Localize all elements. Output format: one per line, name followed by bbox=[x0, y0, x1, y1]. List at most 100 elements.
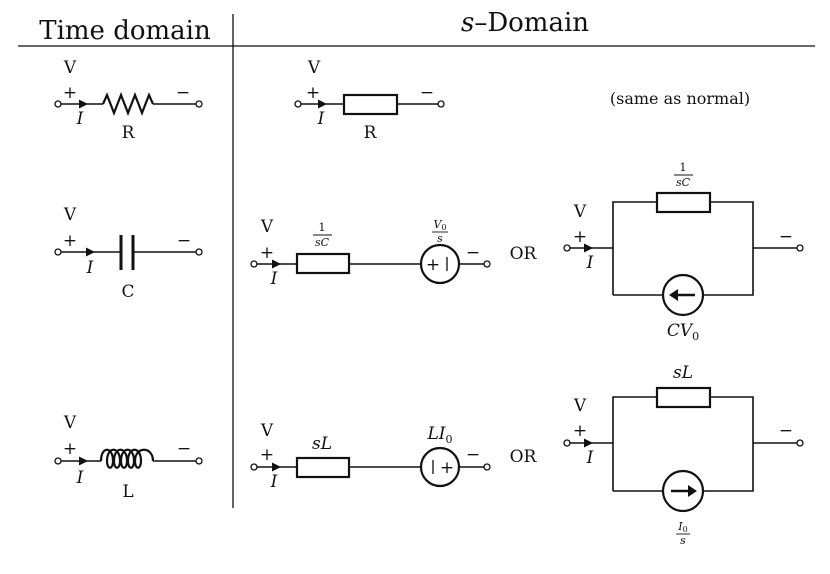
current-arrow bbox=[584, 243, 593, 253]
time-inductor-circuit: V + − I L bbox=[54, 413, 203, 502]
terminal-left bbox=[54, 248, 62, 256]
source-arrow-left bbox=[669, 289, 678, 301]
cv0-sub: 0 bbox=[692, 330, 699, 343]
cv0-main: CV bbox=[667, 321, 694, 341]
terminal-right bbox=[483, 260, 491, 268]
minus-label: − bbox=[176, 83, 190, 103]
s-domain-header: s–Domain bbox=[461, 8, 589, 38]
current-arrow bbox=[79, 456, 88, 466]
v-label: V bbox=[573, 396, 587, 416]
c-label: C bbox=[121, 282, 134, 302]
s-capacitor-parallel-circuit: V + − 1 sC CV0 I bbox=[563, 161, 804, 343]
v-label: V bbox=[63, 413, 77, 433]
minus-label: − bbox=[420, 83, 434, 103]
impedance-box bbox=[655, 386, 712, 409]
terminal-left bbox=[563, 439, 571, 447]
time-domain-header: Time domain bbox=[39, 16, 211, 46]
li0-main: LI bbox=[426, 424, 445, 444]
i0-sub: 0 bbox=[683, 525, 688, 534]
s-capacitor-series-circuit: V + − 1 sC + V0 s I OR bbox=[250, 217, 538, 289]
plus-label: + bbox=[306, 83, 320, 103]
resistor-box bbox=[342, 93, 399, 116]
i0-main: I bbox=[677, 520, 683, 533]
i-label: I bbox=[76, 468, 84, 488]
terminal-left bbox=[294, 100, 302, 108]
terminal-right bbox=[796, 244, 804, 252]
terminal-right bbox=[195, 100, 203, 108]
i-label: I bbox=[586, 253, 594, 273]
fraction-numerator: 1 bbox=[319, 221, 326, 234]
i-label: I bbox=[586, 448, 594, 468]
current-arrow bbox=[79, 99, 88, 109]
or-label: OR bbox=[510, 244, 538, 264]
plus-label: + bbox=[260, 445, 274, 465]
v0-sub: 0 bbox=[441, 223, 446, 232]
v-label: V bbox=[307, 58, 321, 78]
i-label: I bbox=[270, 472, 278, 492]
s-domain-s: s bbox=[461, 8, 474, 38]
terminal-left bbox=[250, 260, 258, 268]
minus-label: − bbox=[466, 243, 480, 263]
plus-label: + bbox=[63, 83, 77, 103]
source-denominator: s bbox=[437, 232, 443, 245]
current-arrow bbox=[318, 99, 327, 109]
terminal-left bbox=[54, 100, 62, 108]
plus-label: + bbox=[63, 231, 77, 251]
v-label: V bbox=[260, 217, 274, 237]
cv0-label: CV0 bbox=[667, 321, 699, 343]
fraction-numerator: 1 bbox=[680, 161, 687, 174]
sl-label: sL bbox=[312, 434, 332, 454]
i0-denominator: s bbox=[680, 534, 686, 547]
plus-label: + bbox=[573, 227, 587, 247]
li0-sub: 0 bbox=[446, 433, 453, 446]
terminal-right bbox=[796, 439, 804, 447]
fraction-denominator: sC bbox=[315, 236, 330, 249]
terminal-right bbox=[195, 457, 203, 465]
voltage-source-circle bbox=[419, 243, 461, 285]
minus-label: − bbox=[177, 231, 191, 251]
terminal-right bbox=[437, 100, 445, 108]
s-inductor-series-circuit: V + − sL + LI0 I OR bbox=[250, 421, 538, 492]
current-arrow bbox=[86, 247, 95, 257]
r-label: R bbox=[364, 123, 378, 143]
time-capacitor-circuit: V + − I C bbox=[54, 205, 203, 302]
i-label: I bbox=[317, 109, 325, 129]
terminal-right bbox=[483, 463, 491, 471]
current-arrow bbox=[584, 438, 593, 448]
v-label: V bbox=[63, 58, 77, 78]
impedance-box bbox=[295, 252, 351, 275]
impedance-box bbox=[295, 456, 351, 479]
source-plus-symbol: + bbox=[426, 255, 440, 275]
sl-label: sL bbox=[673, 363, 693, 383]
s-domain-rest: –Domain bbox=[474, 8, 589, 38]
i0-numerator: I0 bbox=[677, 520, 687, 534]
minus-label: − bbox=[779, 227, 793, 247]
plus-label: + bbox=[63, 439, 77, 459]
or-label: OR bbox=[510, 447, 538, 467]
plus-label: + bbox=[573, 421, 587, 441]
v0-v: V bbox=[433, 218, 442, 231]
terminal-right bbox=[195, 248, 203, 256]
s-resistor-circuit: V + − I R (same as normal) bbox=[294, 58, 750, 143]
terminal-left bbox=[563, 244, 571, 252]
minus-label: − bbox=[779, 421, 793, 441]
i-label: I bbox=[76, 109, 84, 129]
terminal-left bbox=[54, 457, 62, 465]
source-numerator: V0 bbox=[433, 218, 446, 232]
s-inductor-parallel-circuit: V + − sL I0 s I bbox=[563, 363, 804, 547]
minus-label: − bbox=[177, 439, 191, 459]
l-label: L bbox=[122, 482, 133, 502]
same-as-normal-note: (same as normal) bbox=[610, 89, 750, 108]
i-label: I bbox=[86, 258, 94, 278]
li0-label: LI0 bbox=[426, 424, 452, 446]
voltage-source-circle bbox=[419, 446, 461, 488]
inductor-coil bbox=[99, 448, 155, 469]
resistor-zigzag bbox=[101, 91, 155, 117]
v-label: V bbox=[573, 202, 587, 222]
fraction-denominator: sC bbox=[676, 176, 691, 189]
current-arrow bbox=[272, 259, 281, 269]
i-label: I bbox=[270, 269, 278, 289]
impedance-box bbox=[655, 191, 712, 214]
terminal-left bbox=[250, 463, 258, 471]
